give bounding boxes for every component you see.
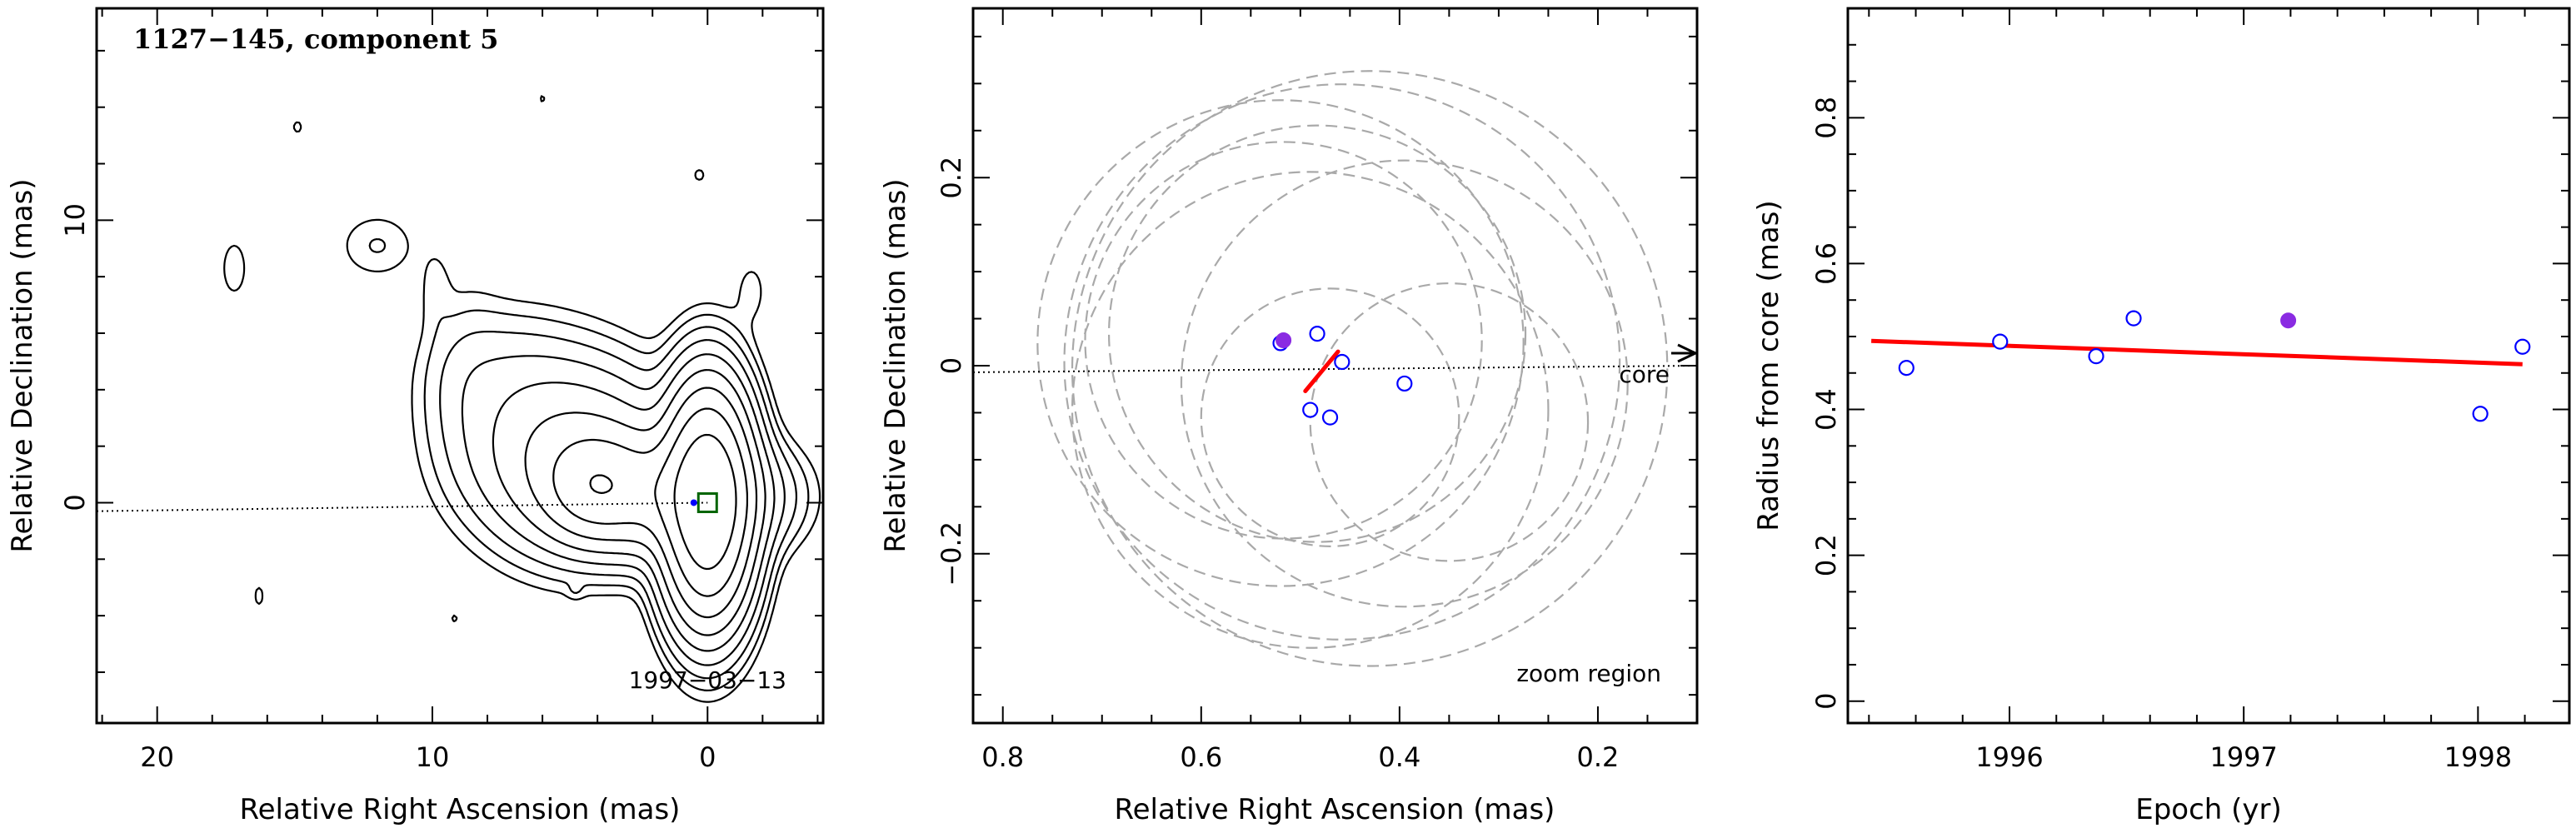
x-tick-label: 1998	[2444, 741, 2512, 773]
y-tick-label: 0	[936, 357, 967, 374]
x-axis-title: Relative Right Ascension (mas)	[240, 793, 681, 826]
component-positions	[1272, 326, 1413, 426]
contour-level	[223, 95, 821, 703]
panel-zoom-region: 0.8 0.6 0.4 0.2 0.2 0 −0.2 core zoom region Re…	[879, 7, 1699, 826]
error-circle	[1309, 282, 1590, 562]
y-tick-label: 0.4	[1810, 388, 1842, 431]
axis-ticks: 1996 1997 1998 0 0.2 0.4 0.6 0.8	[1810, 7, 2569, 773]
core-marker	[696, 491, 718, 513]
plot-frame	[1846, 7, 2571, 725]
error-circle	[1036, 99, 1525, 587]
y-tick-label: 0.8	[1810, 97, 1842, 139]
contour-level	[368, 238, 810, 691]
x-tick-label: 20	[140, 741, 174, 773]
jet-direction-line	[972, 365, 1698, 373]
error-circle	[1200, 287, 1460, 547]
error-circle	[1071, 70, 1669, 667]
plot-frame	[971, 7, 1699, 725]
data-point	[1321, 409, 1339, 426]
error-circle	[1063, 83, 1621, 641]
contour-level	[492, 353, 776, 652]
error-circle	[1084, 141, 1483, 540]
jet-direction-line	[96, 501, 708, 512]
x-axis-title: Epoch (yr)	[2135, 793, 2282, 826]
error-circle	[1180, 159, 1629, 608]
data-point	[2514, 338, 2531, 355]
data-point	[2472, 406, 2489, 422]
y-tick-label: 10	[59, 203, 91, 237]
x-tick-label: 0.2	[1577, 741, 1620, 773]
x-tick-label: 0	[699, 741, 716, 773]
data-point	[2125, 310, 2142, 327]
data-point-filled	[2280, 312, 2297, 329]
y-tick-label: 0	[59, 494, 91, 511]
data-point	[2088, 348, 2104, 365]
trend-segment	[1303, 349, 1340, 393]
error-circle	[1107, 124, 1527, 543]
panel-contour-map: 20 10 0 10 0 1127−145, component 5 1997−03−1…	[6, 7, 825, 826]
core-arrow-icon	[1671, 343, 1699, 363]
contour-level	[439, 326, 797, 680]
x-tick-label: 0.6	[1180, 741, 1222, 773]
contour-level	[524, 369, 766, 636]
y-tick-label: 0	[1810, 693, 1842, 710]
data-point	[1898, 360, 1915, 377]
fit-line	[1871, 338, 2523, 367]
chart-title: 1127−145, component 5	[133, 23, 498, 55]
contour-level	[673, 433, 737, 571]
contour-lines	[223, 95, 821, 703]
error-circle	[1071, 171, 1550, 649]
epoch-label: 1997−03−13	[629, 666, 786, 694]
x-tick-label: 10	[416, 741, 450, 773]
data-point	[1396, 375, 1413, 392]
data-point	[1334, 353, 1350, 371]
plot-frame	[95, 7, 825, 725]
data-point-filled	[1276, 332, 1292, 349]
panel-radius-vs-epoch: 1996 1997 1998 0 0.2 0.4 0.6 0.8 Epoch (yr) Rad…	[1752, 7, 2571, 826]
y-axis-title: Radius from core (mas)	[1752, 200, 1785, 531]
axis-ticks: 0.8 0.6 0.4 0.2 0.2 0 −0.2	[936, 8, 1698, 773]
y-tick-label: 0.2	[936, 157, 967, 199]
core-label: core	[1619, 361, 1670, 388]
x-axis-title: Relative Right Ascension (mas)	[1115, 793, 1555, 826]
y-tick-label: 0.6	[1810, 242, 1842, 285]
axis-ticks: 20 10 0 10 0	[59, 8, 823, 773]
zoom-region-label: zoom region	[1516, 660, 1661, 687]
y-tick-label: 0.2	[1810, 534, 1842, 576]
data-point	[1309, 326, 1325, 342]
error-circles	[1036, 70, 1669, 667]
x-tick-label: 0.8	[981, 741, 1024, 773]
y-axis-title: Relative Declination (mas)	[6, 178, 39, 552]
data-point	[1302, 402, 1319, 418]
contour-level	[589, 407, 748, 597]
y-axis-title: Relative Declination (mas)	[879, 178, 912, 552]
x-tick-label: 1996	[1975, 741, 2043, 773]
contour-level	[461, 339, 786, 666]
contour-level	[552, 387, 758, 619]
component-marker	[690, 499, 697, 506]
y-tick-label: −0.2	[936, 521, 967, 586]
data-point	[1992, 333, 2009, 350]
x-tick-label: 0.4	[1378, 741, 1420, 773]
radius-points	[1898, 310, 2531, 422]
x-tick-label: 1997	[2209, 741, 2277, 773]
